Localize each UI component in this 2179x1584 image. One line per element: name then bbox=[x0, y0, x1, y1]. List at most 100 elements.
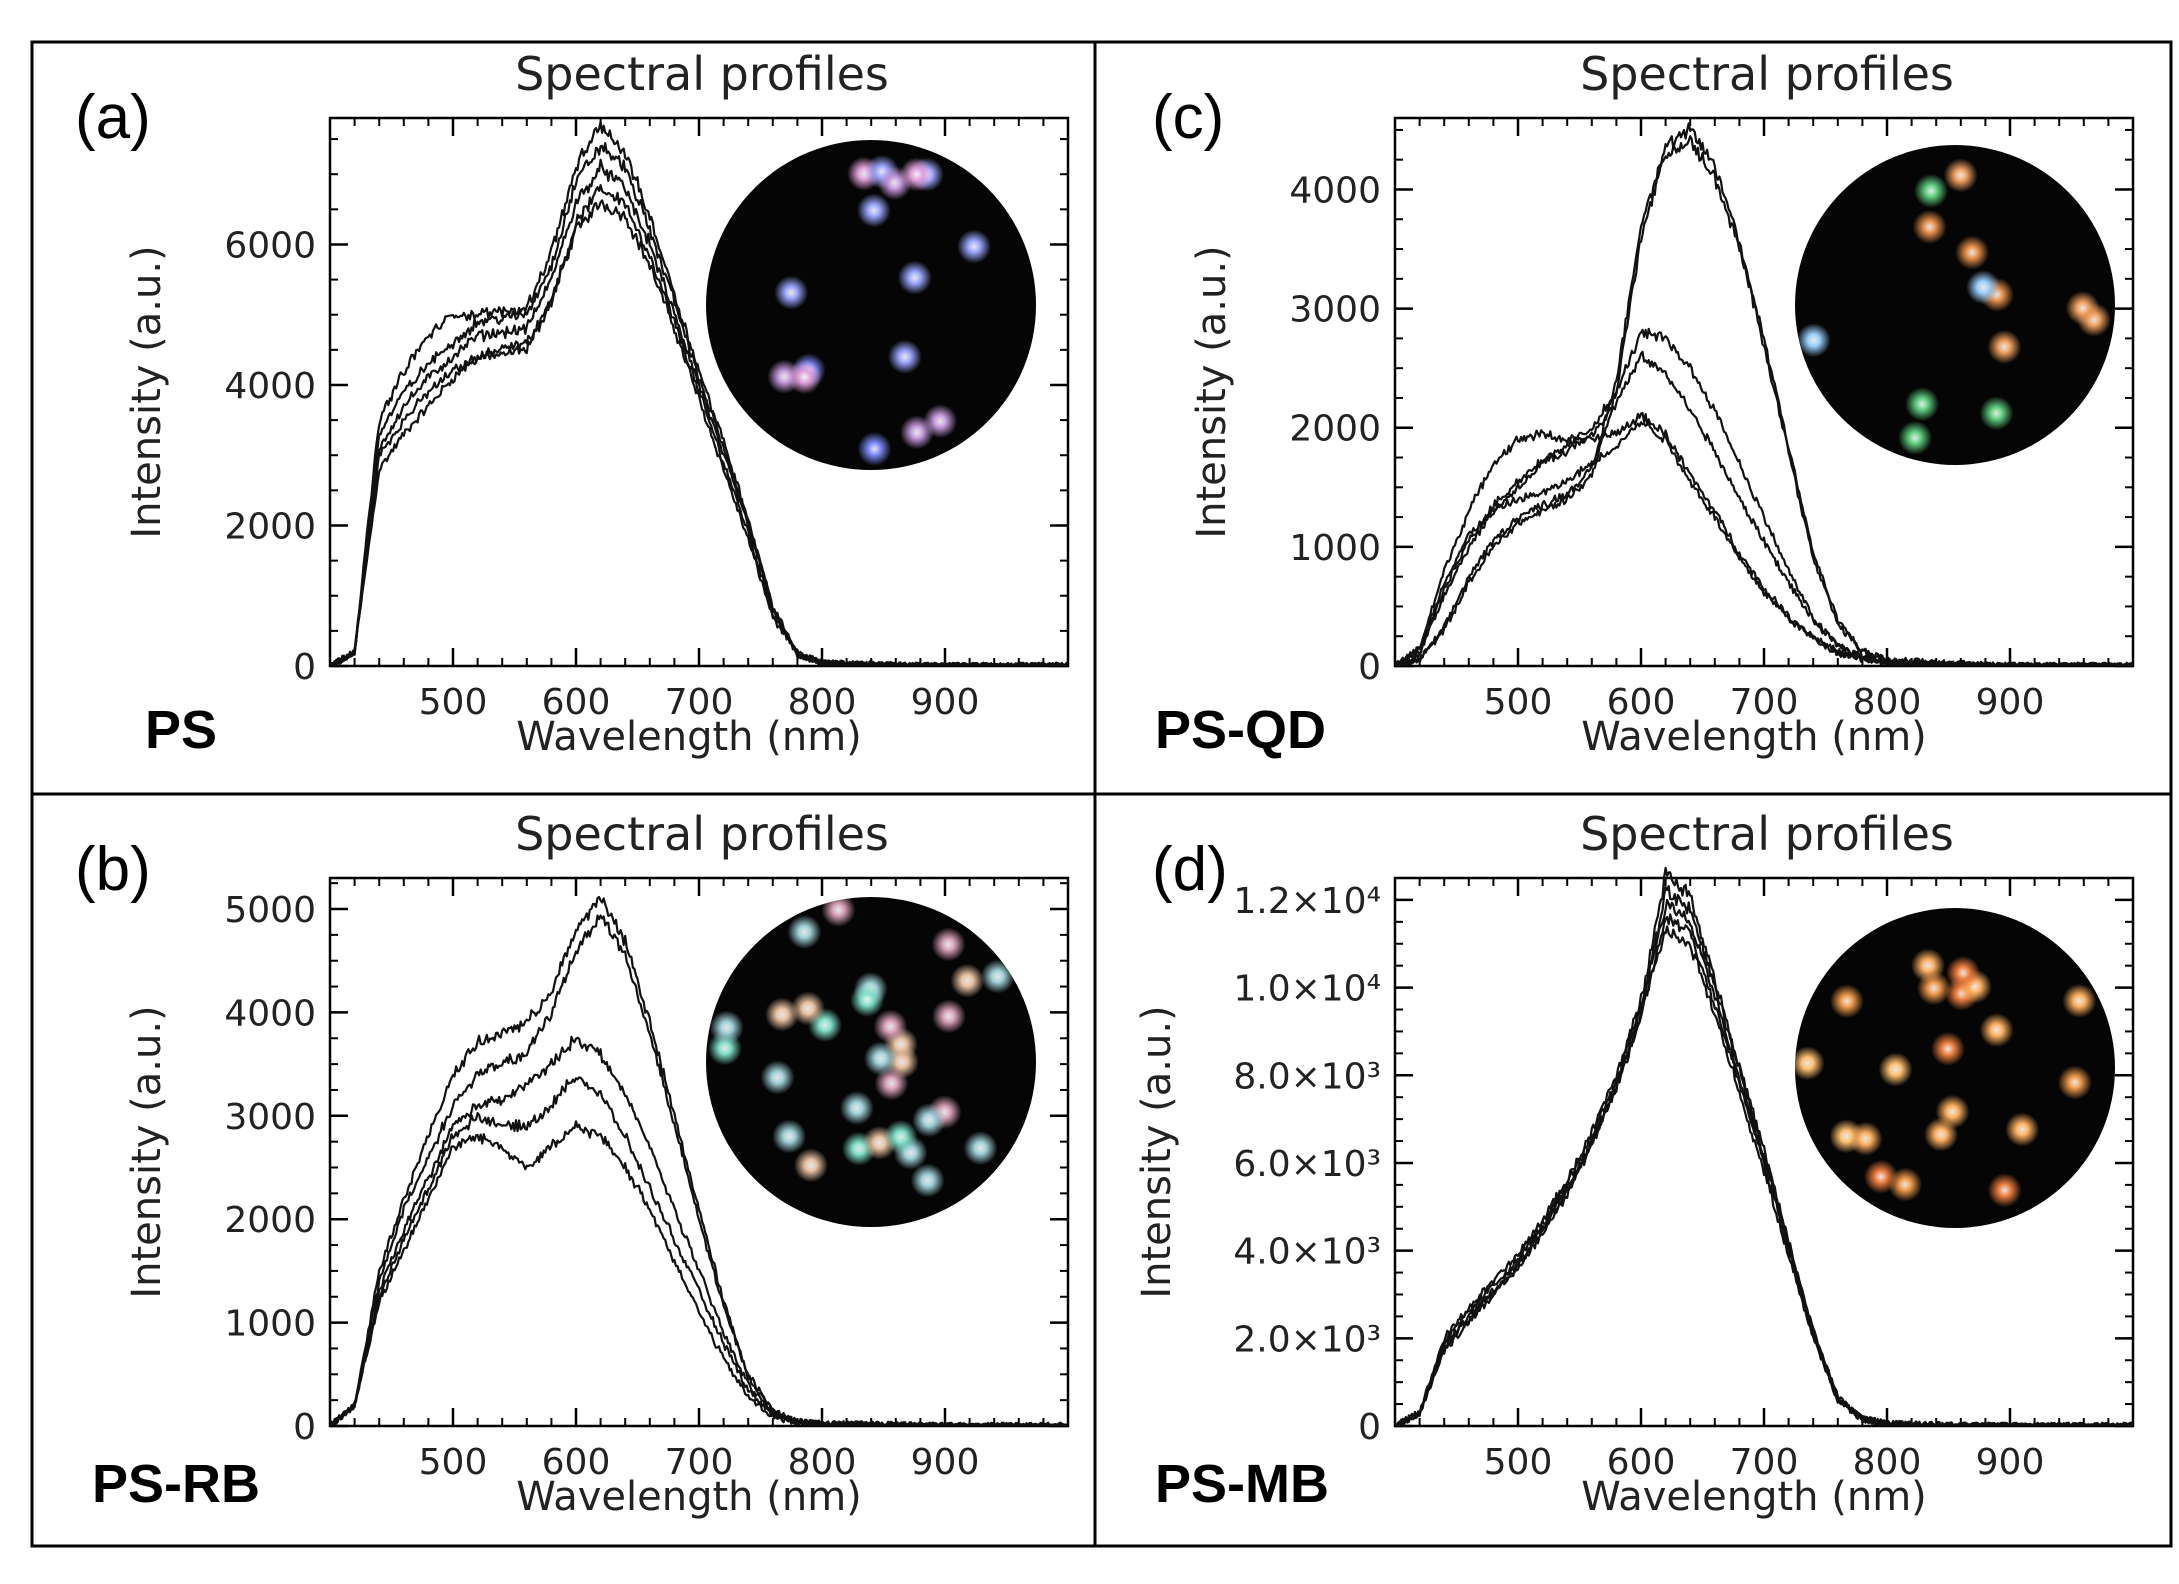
panel-letter: (c) bbox=[1152, 83, 1224, 152]
particle bbox=[1955, 235, 1990, 270]
particle bbox=[912, 1103, 947, 1138]
y-tick-label: 1.2×10⁴ bbox=[1233, 881, 1381, 922]
y-tick-label: 5000 bbox=[224, 890, 316, 931]
y-tick-label: 4000 bbox=[1289, 170, 1381, 211]
panel-name: PS-RB bbox=[92, 1454, 260, 1514]
panel-frames bbox=[30, 40, 2173, 1548]
particle bbox=[963, 1131, 998, 1166]
x-tick-label: 900 bbox=[1976, 682, 2045, 723]
y-tick-label: 2.0×10³ bbox=[1233, 1319, 1381, 1360]
series-lines bbox=[1395, 866, 2133, 1426]
chart: Spectral profiles 500 600 700 800 900 0 2000 400… bbox=[124, 47, 1070, 760]
particle bbox=[1924, 1117, 1958, 1152]
x-tick-label: 800 bbox=[1853, 1442, 1922, 1483]
x-tick-label: 800 bbox=[788, 682, 857, 723]
series-line bbox=[330, 1120, 1068, 1426]
particle bbox=[856, 193, 891, 228]
particle bbox=[1987, 329, 2022, 364]
particle bbox=[2065, 291, 2100, 325]
y-tick-label: 4.0×10³ bbox=[1233, 1232, 1381, 1273]
particle bbox=[931, 927, 966, 962]
x-tick-label: 500 bbox=[1484, 682, 1553, 723]
y-tick-label: 3000 bbox=[224, 1097, 316, 1138]
particle bbox=[772, 1119, 807, 1154]
particle bbox=[957, 229, 992, 264]
panel-name: PS bbox=[145, 700, 217, 760]
particle bbox=[899, 157, 934, 192]
y-tick-label: 2000 bbox=[224, 506, 316, 547]
chart: Spectral profiles 500 600 700 800 900 0 1000 200… bbox=[124, 807, 1070, 1520]
particle bbox=[1946, 955, 1981, 990]
particle bbox=[2057, 1065, 2092, 1100]
x-tick-label: 600 bbox=[542, 1442, 611, 1483]
particle bbox=[839, 1091, 874, 1125]
panel-d: (d) PS-MB Spectral profiles 500 600 700 800 9… bbox=[1134, 807, 2135, 1520]
series-lines bbox=[1395, 122, 2133, 666]
inset-disc bbox=[1795, 145, 2115, 465]
y-tick-label: 0 bbox=[1358, 1407, 1381, 1448]
particle bbox=[1914, 173, 1949, 208]
y-tick-label: 0 bbox=[293, 1407, 316, 1448]
x-tick-label: 900 bbox=[911, 682, 980, 723]
particle bbox=[787, 360, 822, 395]
particle bbox=[787, 914, 822, 949]
particle bbox=[1911, 948, 1945, 983]
x-tick-label: 500 bbox=[419, 682, 488, 723]
particle bbox=[1912, 209, 1947, 244]
y-tick-label: 3000 bbox=[1289, 290, 1381, 331]
x-tick-label: 600 bbox=[1607, 682, 1676, 723]
particle bbox=[931, 999, 966, 1034]
series-line bbox=[1395, 421, 2133, 666]
particle bbox=[2062, 983, 2097, 1018]
particle bbox=[857, 431, 892, 466]
inset-particles bbox=[767, 154, 992, 466]
panel-b: (b) PS-RB Spectral profiles 500 600 700 800 9… bbox=[75, 807, 1070, 1520]
particle bbox=[765, 997, 800, 1032]
particle bbox=[774, 275, 809, 310]
particle bbox=[760, 1060, 795, 1095]
particle bbox=[1987, 1173, 2022, 1208]
particle bbox=[923, 404, 958, 439]
inset-micrograph bbox=[706, 897, 1036, 1227]
y-tick-label: 2000 bbox=[224, 1200, 316, 1241]
series-line bbox=[330, 142, 1068, 666]
y-axis-label: Intensity (a.u.) bbox=[124, 245, 170, 538]
x-tick-label: 700 bbox=[665, 682, 734, 723]
x-axis-label: Wavelength (nm) bbox=[516, 1474, 862, 1520]
series-line bbox=[330, 120, 1068, 666]
particle bbox=[873, 1009, 908, 1044]
particle bbox=[1898, 420, 1933, 455]
inset-particles bbox=[1795, 948, 2097, 1208]
particle bbox=[793, 1148, 828, 1183]
frame-bottom-right bbox=[1093, 792, 2173, 1548]
x-tick-label: 700 bbox=[1730, 1442, 1799, 1483]
y-tick-label: 0 bbox=[293, 647, 316, 688]
x-tick-label: 600 bbox=[542, 682, 611, 723]
particle bbox=[863, 1041, 898, 1076]
particle bbox=[883, 1119, 918, 1154]
x-axis-label: Wavelength (nm) bbox=[1581, 714, 1927, 760]
particle bbox=[1795, 1046, 1825, 1081]
x-axis-label: Wavelength (nm) bbox=[516, 714, 862, 760]
panel-name: PS-QD bbox=[1155, 700, 1326, 760]
particle bbox=[1966, 270, 2001, 305]
particle bbox=[850, 982, 885, 1017]
inset-micrograph bbox=[706, 140, 1036, 470]
panel-c: (c) PS-QD Spectral profiles 500 600 700 800 9… bbox=[1152, 47, 2135, 760]
y-axis-label: Intensity (a.u.) bbox=[1134, 1005, 1180, 1298]
series-lines bbox=[330, 120, 1068, 666]
y-tick-label: 1000 bbox=[1289, 528, 1381, 569]
y-tick-label: 1.0×10⁴ bbox=[1233, 969, 1381, 1010]
particle bbox=[1848, 1121, 1883, 1156]
particle bbox=[1796, 323, 1831, 358]
particle bbox=[1829, 984, 1864, 1019]
particle bbox=[1864, 1159, 1898, 1194]
x-tick-label: 900 bbox=[1976, 1442, 2045, 1483]
y-tick-label: 2000 bbox=[1289, 409, 1381, 450]
panel-letter: (d) bbox=[1152, 835, 1228, 904]
inset-micrograph bbox=[1795, 908, 2115, 1228]
chart-title: Spectral profiles bbox=[1580, 807, 1954, 861]
x-axis-label: Wavelength (nm) bbox=[1581, 1474, 1927, 1520]
x-tick-label: 800 bbox=[788, 1442, 857, 1483]
y-tick-label: 6.0×10³ bbox=[1233, 1144, 1381, 1185]
